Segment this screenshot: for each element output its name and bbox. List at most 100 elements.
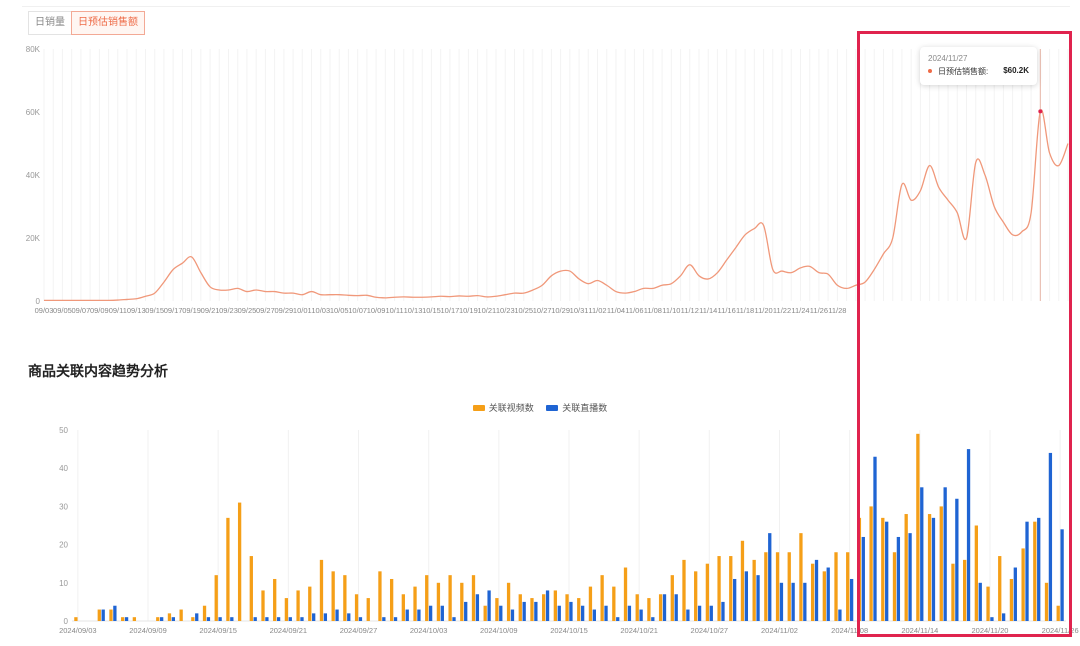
x-tick-label: 11/24 bbox=[791, 306, 809, 315]
bar-live bbox=[1048, 452, 1053, 621]
x-tick-label: 11/26 bbox=[810, 306, 828, 315]
bar-video bbox=[448, 575, 452, 621]
x-tick-label: 09/15 bbox=[145, 306, 164, 315]
x-tick-label: 10/11 bbox=[385, 306, 403, 315]
bar-live bbox=[288, 617, 292, 621]
x-tick-label: 09/29 bbox=[274, 306, 293, 315]
bar-video bbox=[752, 559, 756, 621]
x-tick-label: 11/06 bbox=[625, 306, 643, 315]
bar-live bbox=[545, 590, 550, 621]
bar-video bbox=[892, 552, 897, 621]
bar-live bbox=[931, 517, 936, 621]
hover-point bbox=[1038, 109, 1043, 114]
chart-tooltip: 2024/11/27 日预估销售额: $60.2K bbox=[920, 47, 1037, 85]
x-tick-label: 10/21 bbox=[477, 306, 496, 315]
bar-live bbox=[160, 617, 164, 621]
bar-live bbox=[990, 617, 994, 621]
bar-video bbox=[799, 533, 803, 621]
bar-video bbox=[565, 594, 569, 621]
bar-live bbox=[779, 582, 784, 621]
bar-live bbox=[113, 605, 117, 621]
x-tick-label: 11/14 bbox=[699, 306, 717, 315]
bar-live bbox=[920, 487, 924, 621]
bar-video bbox=[542, 594, 546, 621]
tab-daily-volume[interactable]: 日销量 bbox=[28, 11, 72, 35]
bar-video bbox=[1056, 605, 1060, 621]
x-tick-label: 2024/11/20 bbox=[971, 626, 1008, 635]
legend-label-video: 关联视频数 bbox=[488, 403, 534, 413]
x-tick-label: 10/19 bbox=[459, 306, 478, 315]
x-tick-label: 2024/11/26 bbox=[1042, 626, 1079, 635]
bar-live bbox=[697, 605, 702, 621]
bar-video bbox=[834, 552, 838, 621]
bar-live bbox=[499, 605, 503, 621]
bar-live bbox=[358, 617, 363, 621]
bar-live bbox=[1013, 567, 1017, 621]
chart-legend: 关联视频数 关联直播数 bbox=[0, 401, 1080, 414]
x-tick-label: 10/31 bbox=[570, 306, 589, 315]
bar-video bbox=[495, 598, 499, 621]
bar-live bbox=[803, 582, 807, 621]
section-title: 商品关联内容趋势分析 bbox=[28, 363, 168, 379]
bar-video bbox=[623, 567, 628, 621]
bar-live bbox=[955, 498, 959, 621]
x-tick-label: 09/19 bbox=[182, 306, 201, 315]
bar-video bbox=[343, 575, 347, 621]
bar-live bbox=[475, 594, 480, 621]
legend-item-live[interactable]: 关联直播数 bbox=[546, 401, 607, 414]
x-tick-label: 2024/10/09 bbox=[480, 626, 518, 635]
bar-live bbox=[592, 609, 596, 621]
tab-daily-estimated-sales[interactable]: 日预估销售额 bbox=[71, 11, 145, 35]
x-tick-label: 10/23 bbox=[496, 306, 515, 315]
bar-video bbox=[740, 540, 745, 621]
x-tick-label: 2024/11/14 bbox=[901, 626, 938, 635]
bar-live bbox=[265, 617, 269, 621]
bar-live bbox=[861, 536, 865, 621]
y-tick-label: 60K bbox=[26, 108, 41, 117]
bar-video bbox=[425, 575, 429, 621]
bar-video bbox=[237, 502, 242, 621]
bar-live bbox=[428, 605, 433, 621]
bar-video bbox=[389, 578, 394, 621]
x-tick-label: 2024/09/03 bbox=[59, 626, 97, 635]
x-tick-label: 10/03 bbox=[311, 306, 330, 315]
bar-live bbox=[885, 521, 889, 621]
x-tick-label: 11/22 bbox=[773, 306, 791, 315]
bar-video bbox=[1021, 548, 1025, 621]
bar-live bbox=[464, 601, 468, 621]
bar-live bbox=[195, 613, 199, 621]
bar-live bbox=[662, 594, 667, 621]
bar-live bbox=[534, 601, 538, 621]
bar-live bbox=[440, 605, 444, 621]
bar-live bbox=[1001, 613, 1006, 621]
bar-video bbox=[764, 552, 768, 621]
x-tick-label: 09/13 bbox=[127, 306, 146, 315]
bar-live bbox=[627, 605, 632, 621]
bar-video bbox=[436, 582, 441, 621]
tooltip-value: $60.2K bbox=[1003, 66, 1029, 75]
bar-live bbox=[124, 617, 129, 621]
bar-live bbox=[347, 613, 351, 621]
y-tick-label: 40K bbox=[26, 171, 41, 180]
bar-live bbox=[557, 605, 561, 621]
y-tick-label: 20K bbox=[26, 234, 41, 243]
bar-video bbox=[810, 563, 815, 621]
bar-live bbox=[604, 605, 608, 621]
bar-live bbox=[978, 582, 982, 621]
x-tick-label: 09/25 bbox=[238, 306, 257, 315]
bar-video bbox=[518, 594, 522, 621]
bar-video bbox=[273, 578, 277, 621]
bar-live bbox=[639, 609, 643, 621]
metric-tabs: 日销量 日预估销售额 bbox=[28, 11, 145, 35]
bar-live bbox=[393, 617, 398, 621]
bar-video bbox=[658, 594, 663, 621]
legend-item-video[interactable]: 关联视频数 bbox=[472, 401, 534, 414]
x-tick-label: 2024/09/27 bbox=[340, 626, 378, 635]
y-tick-label: 0 bbox=[64, 617, 69, 626]
x-tick-label: 2024/10/27 bbox=[691, 626, 729, 635]
bar-live bbox=[873, 456, 877, 621]
y-tick-label: 20 bbox=[59, 541, 68, 550]
bar-video bbox=[74, 617, 78, 621]
bar-video bbox=[132, 617, 137, 621]
